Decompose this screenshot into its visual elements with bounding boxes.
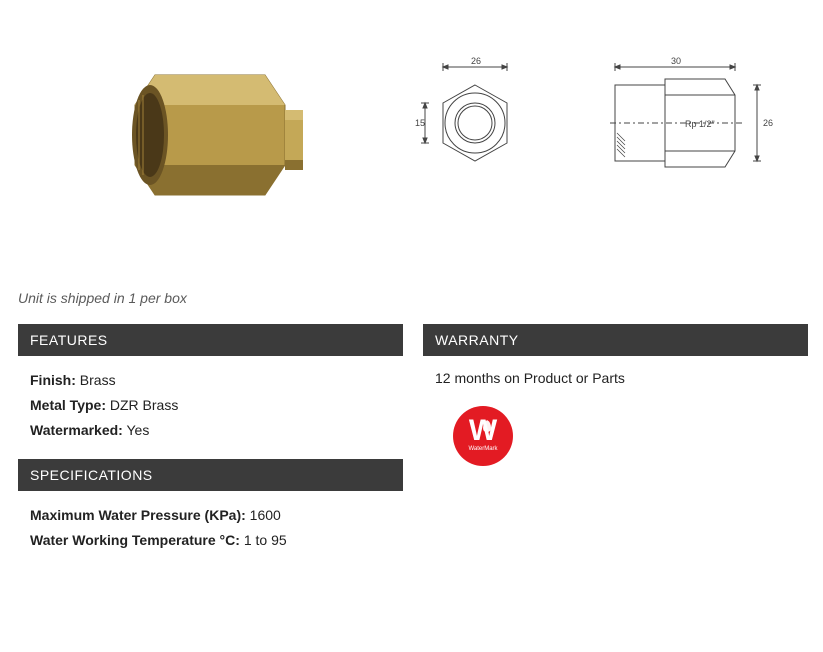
watermark-text: WaterMark (468, 446, 498, 452)
feature-row: Metal Type: DZR Brass (18, 395, 403, 420)
right-column: WARRANTY 12 months on Product or Parts W… (423, 324, 808, 555)
dim-side-height: 26 (763, 118, 773, 128)
left-column: FEATURES Finish: Brass Metal Type: DZR B… (18, 324, 403, 555)
specs-header: SPECIFICATIONS (18, 459, 403, 491)
details-columns: FEATURES Finish: Brass Metal Type: DZR B… (0, 324, 823, 555)
dim-outer-width: 26 (471, 56, 481, 66)
shipping-note: Unit is shipped in 1 per box (0, 230, 823, 324)
spec-row: Maximum Water Pressure (KPa): 1600 (18, 505, 403, 530)
product-photo (95, 20, 355, 220)
image-row: 26 15 (0, 0, 823, 230)
technical-diagram: 26 15 (415, 55, 775, 185)
dim-side-width: 30 (671, 56, 681, 66)
svg-text:W: W (469, 414, 498, 447)
feature-row: Finish: Brass (18, 370, 403, 395)
warranty-text: 12 months on Product or Parts (423, 370, 808, 404)
feature-row: Watermarked: Yes (18, 420, 403, 445)
features-header: FEATURES (18, 324, 403, 356)
spec-row: Water Working Temperature °C: 1 to 95 (18, 530, 403, 555)
thread-label: Rp 1/2" (685, 119, 715, 129)
warranty-header: WARRANTY (423, 324, 808, 356)
watermark-logo: W WaterMark (451, 404, 808, 473)
dim-inner: 15 (415, 118, 425, 128)
